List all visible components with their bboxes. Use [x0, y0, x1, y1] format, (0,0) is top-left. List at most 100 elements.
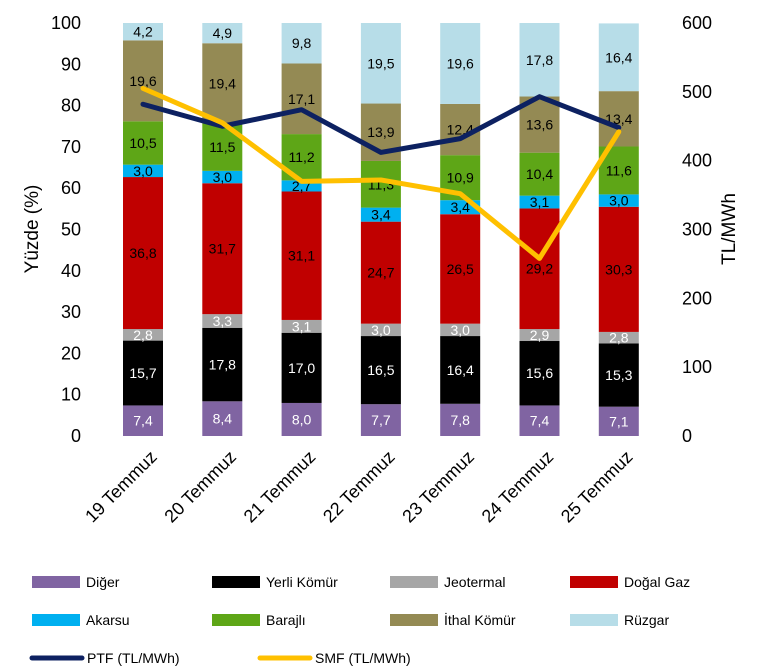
segment-value-label: 3,3 — [213, 313, 233, 329]
line-series — [140, 85, 622, 261]
legend-swatch — [570, 614, 618, 626]
y-right-tick-label: 200 — [682, 288, 712, 308]
bar-segment — [360, 404, 401, 436]
legend-swatch — [32, 576, 80, 588]
segment-value-label: 7,4 — [133, 413, 153, 429]
y-right-tick-label: 400 — [682, 151, 712, 171]
bar-segment — [123, 23, 163, 41]
category-label: 22 Temmuz — [319, 447, 399, 527]
bar-segment — [519, 329, 560, 342]
segment-value-label: 36,8 — [129, 245, 156, 261]
bar-segment — [360, 207, 401, 222]
y-right-tick-label: 300 — [682, 220, 712, 240]
segment-value-label: 11,6 — [606, 162, 632, 178]
legend-label: PTF (TL/MWh) — [87, 650, 180, 666]
bar-segment — [281, 63, 322, 135]
bar-segment — [360, 221, 401, 324]
bar-segment — [281, 332, 322, 403]
segment-value-label: 4,2 — [133, 24, 153, 40]
segment-value-label: 4,9 — [213, 25, 233, 41]
category-label: 24 Temmuz — [478, 447, 558, 527]
legend: Diğer Yerli Kömür Jeotermal Doğal Gaz Akarsu… — [29, 574, 690, 666]
segment-value-label: 15,6 — [526, 365, 553, 381]
segment-value-label: 31,7 — [209, 241, 236, 257]
category-label: 25 Temmuz — [557, 447, 637, 527]
bar-segment — [598, 406, 639, 436]
segment-value-label: 19,6 — [129, 73, 156, 89]
y-right-tick-label: 100 — [682, 357, 712, 377]
y-left-tick-label: 0 — [71, 426, 81, 446]
bar-segment — [281, 23, 322, 64]
category-label: 19 Temmuz — [81, 447, 161, 527]
y-left-tick-label: 50 — [61, 220, 81, 240]
bar-segment — [281, 180, 322, 192]
bar-segment — [598, 206, 639, 332]
segment-value-label: 11,2 — [288, 149, 314, 165]
y-axis-right-title: TL/MWh — [719, 193, 740, 265]
bar-segment — [202, 23, 243, 44]
bar-segment — [281, 319, 322, 333]
bar-segment — [202, 43, 243, 124]
segment-value-label: 2,8 — [133, 327, 153, 343]
legend-label: Diğer — [86, 574, 120, 590]
segment-value-label: 3,1 — [530, 194, 550, 210]
bar-segment — [202, 183, 243, 315]
segment-value-label: 31,1 — [288, 248, 315, 264]
segment-value-label: 15,7 — [129, 365, 156, 381]
bar-segment — [123, 177, 163, 330]
segment-value-label: 10,4 — [526, 166, 553, 182]
segment-value-label: 16,4 — [447, 362, 474, 378]
segment-value-label: 2,8 — [609, 330, 629, 346]
segment-value-label: 10,5 — [129, 135, 156, 151]
segment-value-label: 3,0 — [371, 322, 391, 338]
bar-segment — [519, 152, 560, 196]
legend-label: SMF (TL/MWh) — [315, 650, 411, 666]
legend-swatch — [32, 614, 80, 626]
bar-segment — [281, 402, 322, 436]
bar-segment — [281, 191, 322, 320]
y-left-tick-label: 100 — [51, 13, 81, 33]
x-axis-category-labels: 19 Temmuz 20 Temmuz 21 Temmuz 22 Temmuz 23 T… — [81, 447, 637, 527]
category-label: 20 Temmuz — [160, 447, 240, 527]
bar-segment — [123, 405, 163, 436]
y-axis-right-ticks: 0 100 200 300 400 500 600 — [682, 13, 712, 446]
segment-value-label: 2,9 — [530, 327, 550, 343]
segment-value-label: 17,0 — [288, 360, 315, 376]
bar-segment — [440, 23, 481, 104]
segment-value-label: 26,5 — [447, 261, 474, 277]
segment-value-label: 16,5 — [367, 362, 394, 378]
bar-segment — [123, 164, 163, 178]
y-left-tick-label: 10 — [61, 385, 81, 405]
bar-segment — [598, 91, 639, 147]
segment-value-label: 29,2 — [526, 261, 553, 277]
bar-segment — [519, 341, 560, 406]
bar-segment — [202, 170, 243, 184]
legend-label: Akarsu — [86, 612, 130, 628]
legend-label: Barajlı — [266, 612, 306, 628]
bar-segment — [440, 336, 481, 404]
category-label: 21 Temmuz — [240, 447, 320, 527]
bar-segment — [519, 23, 560, 97]
segment-value-label: 7,1 — [609, 413, 629, 429]
segment-value-label: 17,8 — [209, 357, 236, 373]
segment-value-label: 30,3 — [605, 261, 632, 277]
bar-segment — [202, 327, 243, 402]
segment-value-label: 24,7 — [367, 265, 394, 281]
segment-value-label: 8,0 — [292, 411, 312, 427]
segment-value-label: 16,4 — [605, 49, 632, 65]
bar-segment — [440, 403, 481, 436]
segment-value-label: 15,3 — [605, 367, 632, 383]
segment-value-label: 17,1 — [288, 91, 315, 107]
y-right-tick-label: 500 — [682, 82, 712, 102]
bar-segment — [440, 214, 481, 324]
y-right-tick-label: 600 — [682, 13, 712, 33]
segment-value-label: 7,7 — [371, 412, 391, 428]
bar-segment — [360, 23, 401, 104]
category-label: 23 Temmuz — [398, 447, 478, 527]
bar-segment — [123, 121, 163, 165]
y-left-tick-label: 40 — [61, 261, 81, 281]
bar-segment — [519, 405, 560, 436]
segment-value-label: 13,6 — [526, 117, 553, 133]
segment-labels: 7,4 15,7 2,8 36,8 3,0 10,5 19,6 4,2 8,4 17,8 3,3 31… — [129, 24, 632, 430]
bar-segment — [123, 329, 163, 341]
